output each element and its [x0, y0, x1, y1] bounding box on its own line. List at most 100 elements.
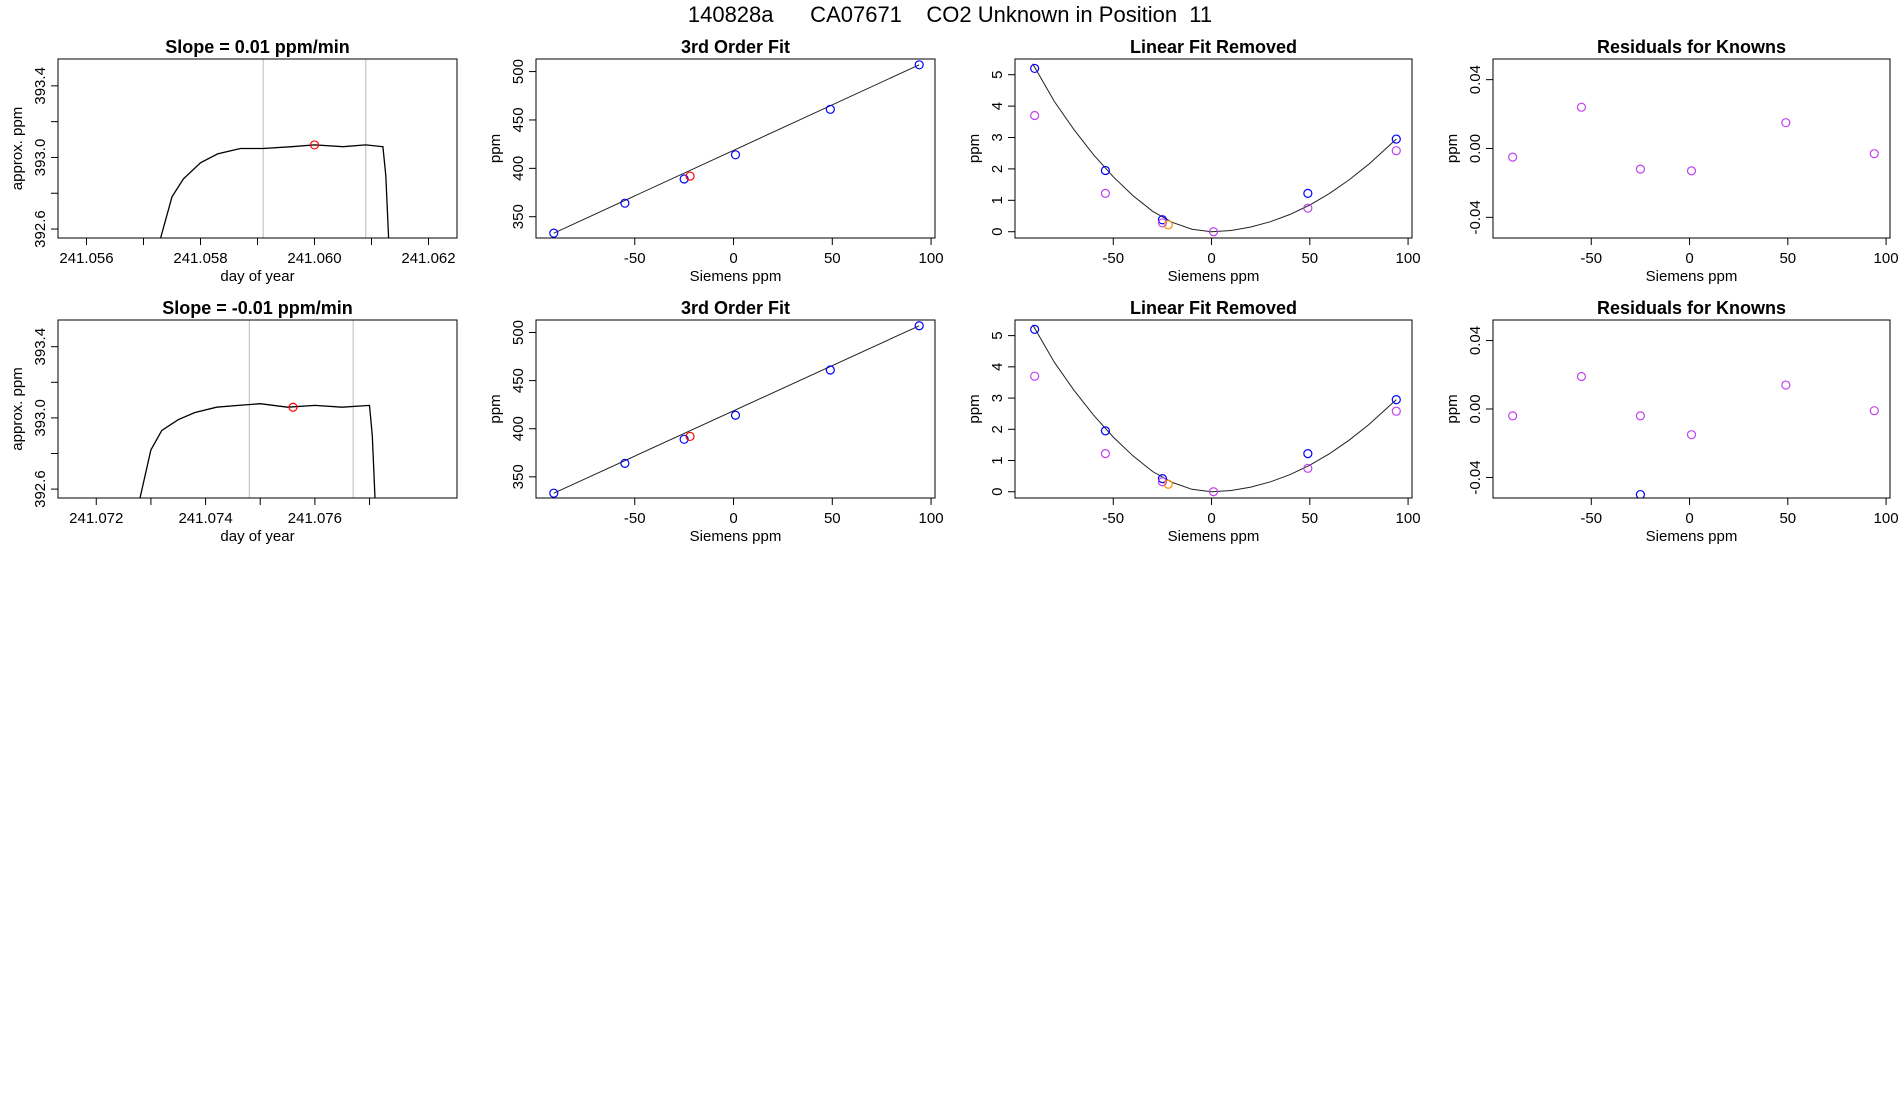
x-tick-label: 0 [1207, 510, 1215, 527]
chart-title: 3rd Order Fit [681, 37, 790, 57]
data-point [914, 60, 924, 70]
y-tick-label: 400 [510, 156, 527, 181]
chart-panel-6: 3rd Order Fit -50 0 50 100 350 400 450 500 Siemen… [487, 298, 944, 545]
x-tick-label: 241.058 [173, 250, 227, 267]
y-tick-label: 4 [989, 363, 1006, 371]
y-tick-label: 0 [989, 228, 1006, 236]
data-point [1391, 134, 1401, 144]
chart-panel-2: 3rd Order Fit -50 0 50 100 350 400 450 500 Siemen… [487, 37, 944, 285]
data-point [1100, 449, 1111, 459]
data-point [1391, 395, 1401, 405]
data-point [1030, 63, 1040, 74]
data-point [1508, 152, 1518, 162]
plot-area [1030, 63, 1401, 237]
x-axis-label: Siemens ppm [1168, 268, 1260, 285]
data-point [1100, 426, 1111, 436]
chart-title: Residuals for Knowns [1597, 37, 1786, 57]
data-point [1391, 146, 1401, 156]
y-tick-label: 450 [510, 368, 527, 393]
plot-area [159, 140, 390, 238]
data-point [1208, 487, 1219, 497]
data-point [1100, 165, 1111, 176]
y-tick-label: 500 [510, 320, 527, 345]
y-tick-label: 450 [510, 107, 527, 132]
y-tick-label: 0.04 [1467, 326, 1484, 355]
x-tick-label: 0 [1685, 250, 1693, 267]
y-tick-label: 393.0 [32, 139, 49, 177]
plot-area [1508, 102, 1879, 176]
data-point [309, 140, 320, 150]
x-tick-label: 241.056 [59, 250, 113, 267]
data-point [914, 321, 924, 331]
data-point [1781, 118, 1791, 128]
plot-area [549, 321, 924, 498]
x-tick-label: 100 [1396, 250, 1421, 267]
x-tick-label: 241.074 [178, 510, 232, 527]
data-point [288, 402, 298, 412]
data-point [1576, 102, 1587, 112]
data-point [1208, 227, 1219, 237]
data-point [1157, 477, 1168, 487]
chart-title: Slope = 0.01 ppm/min [165, 37, 350, 57]
plot-area [549, 60, 924, 238]
plot-frame [57, 58, 458, 239]
x-tick-label: 0 [729, 250, 737, 267]
plot-area [139, 402, 376, 498]
chart-panel-7: Linear Fit Removed -50 0 50 100 0 1 2 3 4 5 Siemens… [966, 298, 1421, 545]
y-axis-label: ppm [487, 394, 504, 423]
y-tick-label: 5 [989, 71, 1006, 79]
x-axis-label: Siemens ppm [1646, 268, 1738, 285]
x-axis-label: day of year [220, 268, 294, 285]
plot-frame [1492, 58, 1891, 239]
chart-title: Residuals for Knowns [1597, 298, 1786, 318]
y-tick-label: 393.4 [32, 328, 49, 366]
y-tick-label: 0 [989, 488, 1006, 496]
data-point [1391, 406, 1401, 416]
data-point [620, 198, 630, 208]
y-axis-label: ppm [1444, 394, 1461, 423]
chart-panel-1: Slope = 0.01 ppm/min 241.056 241.058 241.06… [9, 37, 458, 285]
x-tick-label: 50 [824, 250, 841, 267]
data-point [1576, 371, 1587, 382]
data-point [1030, 324, 1040, 334]
x-axis-label: Siemens ppm [690, 268, 782, 285]
page-title: 140828a CA07671 CO2 Unknown in Position … [687, 2, 1213, 27]
plot-frame [1492, 319, 1891, 499]
y-tick-label: 400 [510, 416, 527, 441]
chart-title: 3rd Order Fit [681, 298, 790, 318]
x-tick-label: -50 [1102, 510, 1124, 527]
data-trace-line [139, 403, 376, 498]
data-point [1635, 489, 1645, 498]
x-tick-label: 100 [919, 510, 944, 527]
x-tick-label: 100 [1874, 510, 1899, 527]
plot-area [1030, 324, 1401, 497]
data-point [1100, 188, 1111, 199]
x-tick-label: 100 [919, 250, 944, 267]
data-point [1781, 380, 1791, 390]
data-point [1157, 218, 1168, 228]
y-tick-label: 392.6 [32, 210, 49, 248]
x-tick-label: 241.072 [69, 510, 123, 527]
data-point [685, 431, 695, 442]
y-tick-label: 0.04 [1467, 65, 1484, 94]
y-tick-label: -0.04 [1467, 460, 1484, 494]
x-tick-label: 241.062 [401, 250, 455, 267]
data-point [1686, 430, 1697, 440]
x-axis-label: Siemens ppm [690, 528, 782, 545]
y-tick-label: 0.00 [1467, 134, 1484, 163]
data-point [1686, 166, 1697, 176]
data-point [1030, 371, 1040, 381]
x-axis-label: Siemens ppm [1168, 528, 1260, 545]
plot-frame [535, 319, 936, 499]
x-tick-label: -50 [624, 250, 646, 267]
y-axis-label: ppm [1444, 134, 1461, 163]
plot-frame [57, 319, 458, 499]
data-point [1157, 215, 1168, 225]
fit-line [553, 64, 920, 234]
y-tick-label: 2 [989, 165, 1006, 173]
data-point [825, 104, 835, 114]
data-point [825, 365, 835, 375]
chart-title: Linear Fit Removed [1130, 298, 1297, 318]
x-tick-label: 241.076 [288, 510, 342, 527]
